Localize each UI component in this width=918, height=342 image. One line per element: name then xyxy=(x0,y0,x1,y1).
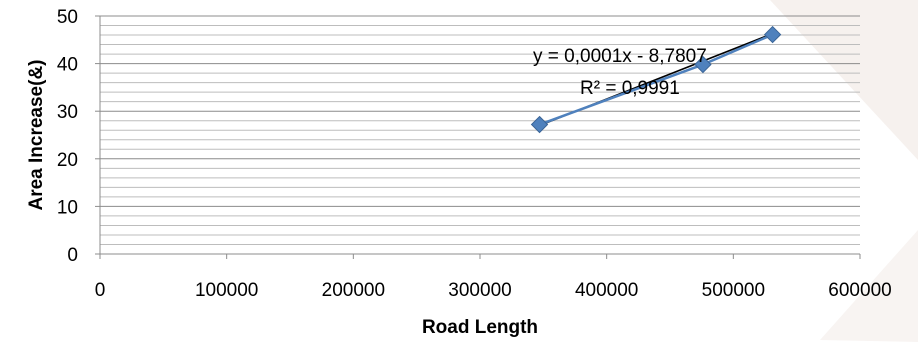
x-tick-label: 500000 xyxy=(702,280,765,301)
data-point xyxy=(530,115,549,134)
axes xyxy=(99,16,860,255)
x-tick-label: 0 xyxy=(95,280,106,301)
x-axis-title: Road Length xyxy=(422,317,538,338)
trendline-equation: y = 0,0001x - 8,7807 xyxy=(533,46,707,67)
y-axis-title: Area Increase(&) xyxy=(26,59,47,210)
y-tick-label: 10 xyxy=(57,197,78,218)
x-tick-labels: 0 100000 200000 300000 400000 500000 600000 xyxy=(95,254,892,301)
x-tick-label: 300000 xyxy=(448,280,511,301)
x-tick-label: 200000 xyxy=(322,280,385,301)
y-tick-label: 30 xyxy=(57,102,78,123)
y-tick-labels: 0 10 20 30 40 50 xyxy=(57,7,100,266)
x-tick-label: 100000 xyxy=(195,280,258,301)
x-tick-label: 600000 xyxy=(828,280,891,301)
y-tick-label: 0 xyxy=(67,245,78,266)
data-point xyxy=(763,25,782,44)
background-decoration xyxy=(770,0,918,342)
data-points xyxy=(530,25,782,134)
data-point xyxy=(694,55,712,74)
x-tick-label: 400000 xyxy=(575,280,638,301)
y-tick-label: 20 xyxy=(57,150,78,171)
y-tick-label: 40 xyxy=(57,55,78,76)
gridlines xyxy=(100,15,860,255)
trendline-r-squared: R² = 0,9991 xyxy=(580,78,680,99)
y-tick-label: 50 xyxy=(57,7,78,28)
